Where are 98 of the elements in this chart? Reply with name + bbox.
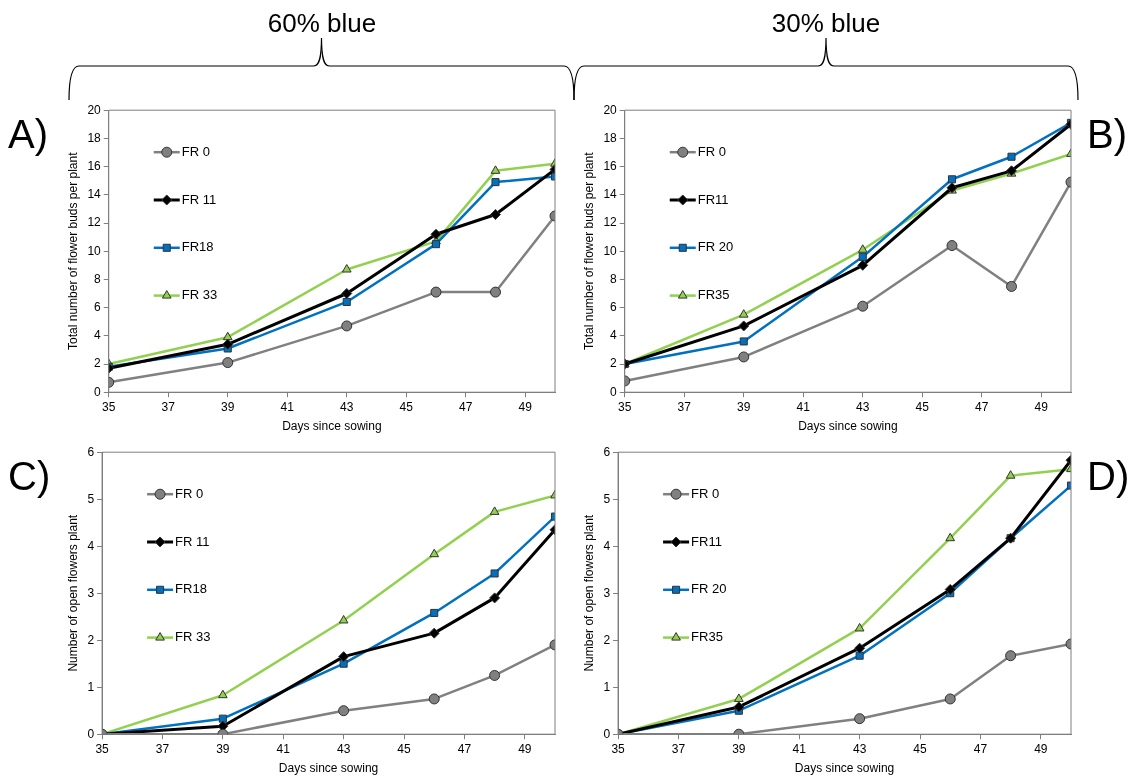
y-tick-label: 3	[603, 585, 611, 600]
legend-label: FR 33	[175, 629, 211, 645]
x-tick-label: 37	[161, 399, 176, 414]
x-tick-label: 35	[611, 741, 626, 756]
y-tick-label: 2	[603, 632, 611, 647]
x-tick-label: 47	[975, 399, 989, 414]
text: B)	[1087, 112, 1127, 157]
x-tick-label: 49	[518, 399, 533, 414]
legend-label: FR 0	[175, 485, 204, 501]
x-axis-title: Days since sowing	[794, 761, 895, 776]
x-tick-label: 43	[852, 741, 867, 756]
y-tick-label: 4	[87, 538, 95, 553]
legend-label: FR 33	[181, 287, 218, 303]
x-tick-label: 47	[459, 399, 473, 414]
chart-title: 60% blue	[267, 8, 377, 39]
legend-label: FR 20	[697, 239, 734, 255]
x-tick-label: 45	[913, 741, 928, 756]
y-tick-label: 4	[603, 538, 611, 553]
chart-title: 30% blue	[771, 8, 881, 39]
y-tick-label: 4	[610, 328, 618, 343]
y-tick-label: 16	[603, 158, 618, 173]
y-tick-label: 2	[610, 356, 618, 371]
x-tick-label: 37	[671, 741, 686, 756]
y-tick-label: 5	[87, 491, 95, 506]
y-tick-label: 18	[87, 130, 102, 145]
x-tick-label: 39	[737, 399, 751, 414]
x-tick-label: 45	[399, 399, 414, 414]
x-tick-label: 45	[397, 741, 412, 756]
x-tick-label: 49	[518, 741, 532, 756]
legend-label: FR 0	[181, 143, 210, 159]
y-tick-label: 2	[87, 632, 95, 647]
x-tick-label: 39	[216, 741, 230, 756]
y-tick-label: 18	[603, 130, 618, 145]
y-tick-label: 0	[603, 726, 611, 741]
x-tick-label: 37	[677, 399, 692, 414]
y-tick-label: 14	[603, 187, 618, 202]
x-tick-label: 39	[221, 399, 235, 414]
x-tick-label: 35	[618, 399, 632, 414]
legend-label: FR35	[697, 287, 730, 303]
x-tick-label: 41	[276, 741, 291, 756]
y-tick-label: 12	[603, 215, 618, 230]
x-tick-label: 49	[1034, 399, 1049, 414]
y-tick-label: 8	[94, 271, 102, 286]
y-tick-label: 6	[94, 299, 102, 314]
x-tick-label: 45	[915, 399, 930, 414]
y-tick-label: 14	[87, 187, 102, 202]
text: A)	[8, 112, 48, 157]
legend-label: FR 20	[691, 581, 727, 597]
y-tick-label: 10	[87, 243, 102, 258]
y-tick-label: 20	[87, 102, 102, 117]
legend-label: FR 0	[691, 485, 720, 501]
y-tick-label: 2	[94, 356, 102, 371]
y-tick-label: 16	[87, 158, 102, 173]
x-axis-title: Days since sowing	[278, 761, 379, 776]
x-tick-label: 41	[796, 399, 811, 414]
x-tick-label: 37	[155, 741, 170, 756]
legend-label: FR 0	[697, 143, 726, 159]
y-tick-label: 12	[87, 215, 102, 230]
y-tick-label: 6	[603, 444, 611, 459]
y-tick-label: 20	[603, 102, 618, 117]
legend-label: FR18	[175, 581, 207, 597]
y-tick-label: 0	[610, 384, 618, 399]
legend-label: FR 11	[181, 191, 217, 207]
y-axis-title: Number of open flowers plant	[581, 514, 596, 672]
x-tick-label: 49	[1034, 741, 1048, 756]
y-tick-label: 1	[603, 679, 611, 694]
y-axis-title: Number of open flowers plant	[65, 514, 80, 672]
x-tick-label: 47	[973, 741, 988, 756]
y-tick-label: 0	[94, 384, 102, 399]
x-axis-title: Days since sowing	[282, 419, 382, 434]
text: C)	[8, 454, 51, 499]
x-tick-label: 43	[336, 741, 351, 756]
y-tick-label: 6	[610, 299, 618, 314]
legend-label: FR18	[181, 239, 214, 255]
x-tick-label: 41	[792, 741, 807, 756]
y-tick-label: 10	[603, 243, 618, 258]
x-tick-label: 35	[102, 399, 116, 414]
y-axis-title: Total number of flower buds per plant	[581, 151, 596, 350]
x-tick-label: 47	[457, 741, 472, 756]
x-tick-label: 43	[340, 399, 354, 414]
y-tick-label: 4	[94, 328, 102, 343]
x-tick-label: 41	[280, 399, 295, 414]
y-tick-label: 8	[610, 271, 618, 286]
legend-label: FR35	[691, 629, 723, 645]
y-tick-label: 1	[87, 679, 95, 694]
legend-label: FR 11	[175, 533, 210, 549]
x-tick-label: 39	[732, 741, 746, 756]
y-tick-label: 6	[87, 444, 95, 459]
legend-label: FR11	[697, 191, 729, 207]
y-tick-label: 0	[87, 726, 95, 741]
y-tick-label: 5	[603, 491, 611, 506]
y-tick-label: 3	[87, 585, 95, 600]
x-tick-label: 35	[95, 741, 110, 756]
text: D)	[1087, 454, 1130, 499]
x-tick-label: 43	[856, 399, 870, 414]
legend-label: FR11	[691, 533, 722, 549]
x-axis-title: Days since sowing	[798, 419, 898, 434]
y-axis-title: Total number of flower buds per plant	[65, 151, 80, 350]
